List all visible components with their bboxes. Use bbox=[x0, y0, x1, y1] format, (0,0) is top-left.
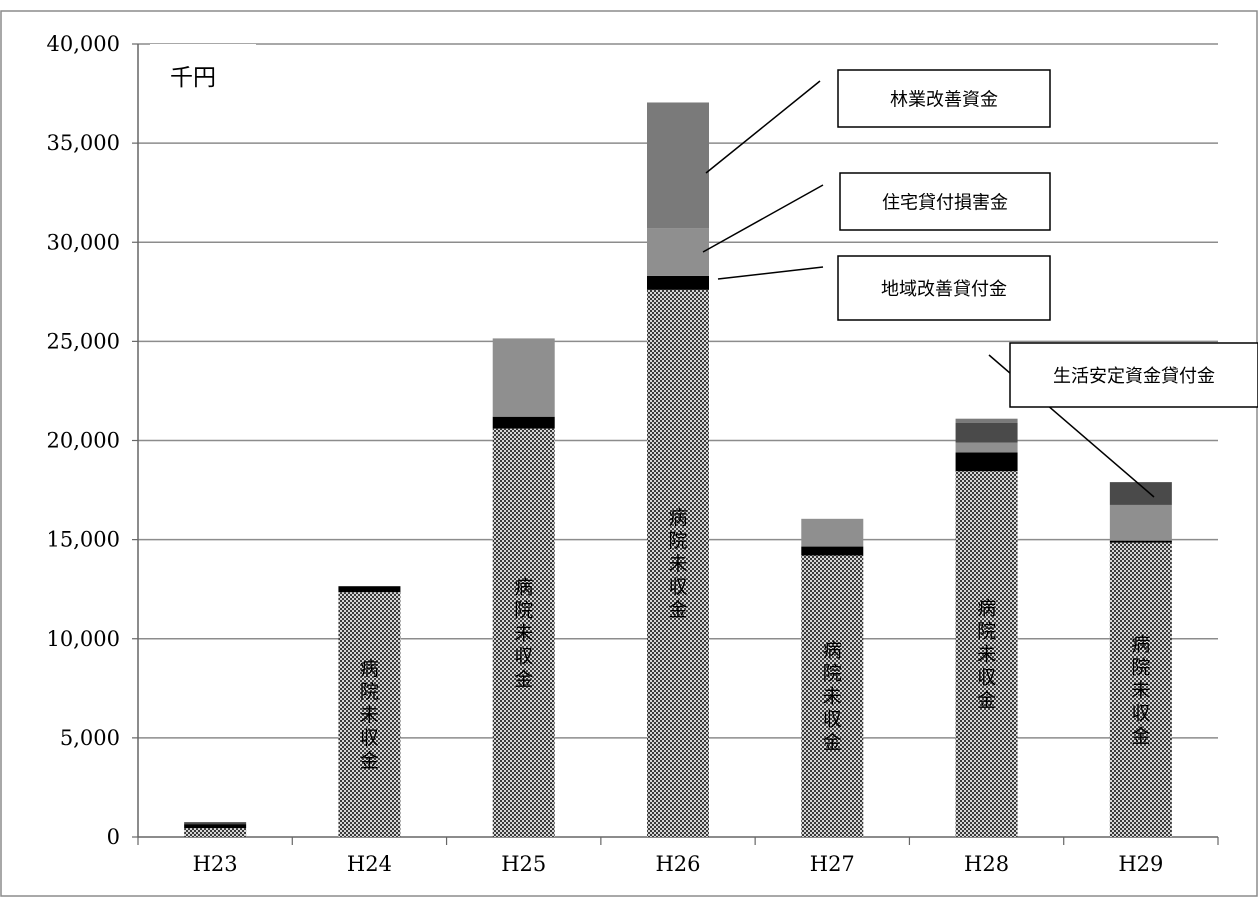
callout-chiiki: 地域改善貸付金 bbox=[717, 255, 1051, 321]
bar-segment-hospital bbox=[647, 289, 709, 838]
callout-leader-line bbox=[717, 266, 824, 280]
bar-segment-chiiki bbox=[184, 824, 247, 829]
y-tick-label: 25,000 bbox=[47, 329, 120, 353]
y-tick-label: 10,000 bbox=[47, 627, 120, 651]
bar-segment-chiiki bbox=[955, 452, 1018, 472]
unit-label-bg bbox=[150, 44, 256, 104]
y-tick-label: 20,000 bbox=[47, 429, 120, 453]
callout-box bbox=[837, 255, 1051, 321]
x-tick-label: H29 bbox=[1118, 852, 1163, 876]
callout-box bbox=[1009, 342, 1258, 408]
bar-segment-hospital bbox=[184, 828, 247, 837]
x-tick-label: H28 bbox=[964, 852, 1009, 876]
bar-segment-jutaku bbox=[955, 442, 1018, 453]
callout-text: 林業改善資金 bbox=[890, 90, 998, 111]
x-tick-label: H27 bbox=[810, 852, 855, 876]
x-tick-label: H26 bbox=[655, 852, 700, 876]
bar-segment-seikatsu bbox=[1109, 482, 1172, 505]
callout-leader-line bbox=[705, 80, 821, 174]
bar-segment-ringyo bbox=[647, 102, 709, 229]
bar-segment-seikatsu bbox=[955, 422, 1018, 443]
x-tick-label: H25 bbox=[501, 852, 546, 876]
x-tick-label: H24 bbox=[347, 852, 392, 876]
bar-segment-ringyo bbox=[955, 418, 1018, 423]
bar-inner-label: 病院未収金 bbox=[514, 576, 533, 690]
y-tick-label: 15,000 bbox=[47, 528, 120, 552]
y-tick-label: 35,000 bbox=[47, 131, 120, 155]
y-tick-label: 5,000 bbox=[60, 726, 120, 750]
bar-segment-chiiki bbox=[1109, 540, 1172, 543]
bar-segment-hospital bbox=[955, 471, 1018, 837]
callout-text: 地域改善貸付金 bbox=[881, 279, 1007, 300]
bar-segment-chiiki bbox=[492, 416, 555, 429]
unit-label: 千円 bbox=[170, 65, 216, 91]
bar-segment-jutaku bbox=[1109, 504, 1172, 541]
callout-jutaku: 住宅貸付損害金 bbox=[702, 172, 1051, 253]
callout-seikatsu: 生活安定資金貸付金 bbox=[988, 342, 1258, 498]
bar-segment-hospital bbox=[801, 555, 864, 837]
bar-segment-jutaku bbox=[801, 518, 864, 547]
y-tick-label: 30,000 bbox=[47, 230, 120, 254]
bar-segment-chiiki bbox=[801, 546, 864, 556]
bar-segment-jutaku bbox=[647, 228, 709, 276]
callout-ringyo: 林業改善資金 bbox=[705, 69, 1051, 174]
x-tick-label: H23 bbox=[193, 852, 238, 876]
callout-leader-line bbox=[702, 184, 824, 253]
y-tick-label: 0 bbox=[107, 825, 120, 849]
bar-inner-label: 病院未収金 bbox=[1131, 633, 1150, 747]
bar-inner-label: 病院未収金 bbox=[668, 507, 687, 621]
callout-box bbox=[839, 172, 1051, 231]
bar-segment-jutaku bbox=[492, 338, 555, 417]
callout-text: 住宅貸付損害金 bbox=[882, 193, 1008, 214]
bar-inner-label: 病院未収金 bbox=[823, 640, 842, 754]
y-tick-label: 40,000 bbox=[47, 32, 120, 56]
bar-segment-hospital bbox=[1109, 542, 1172, 837]
bar-segment-hospital bbox=[338, 592, 401, 837]
bar-inner-label: 病院未収金 bbox=[977, 598, 996, 712]
callout-box bbox=[837, 69, 1051, 128]
callout-text: 生活安定資金貸付金 bbox=[1053, 366, 1215, 387]
bar-segment-seikatsu bbox=[184, 822, 247, 825]
chart-frame bbox=[0, 10, 1258, 897]
bar-inner-label: 病院未収金 bbox=[360, 658, 379, 772]
bar-segment-chiiki bbox=[338, 586, 401, 593]
bar-segment-hospital bbox=[492, 428, 555, 837]
bar-segment-chiiki bbox=[647, 275, 709, 290]
